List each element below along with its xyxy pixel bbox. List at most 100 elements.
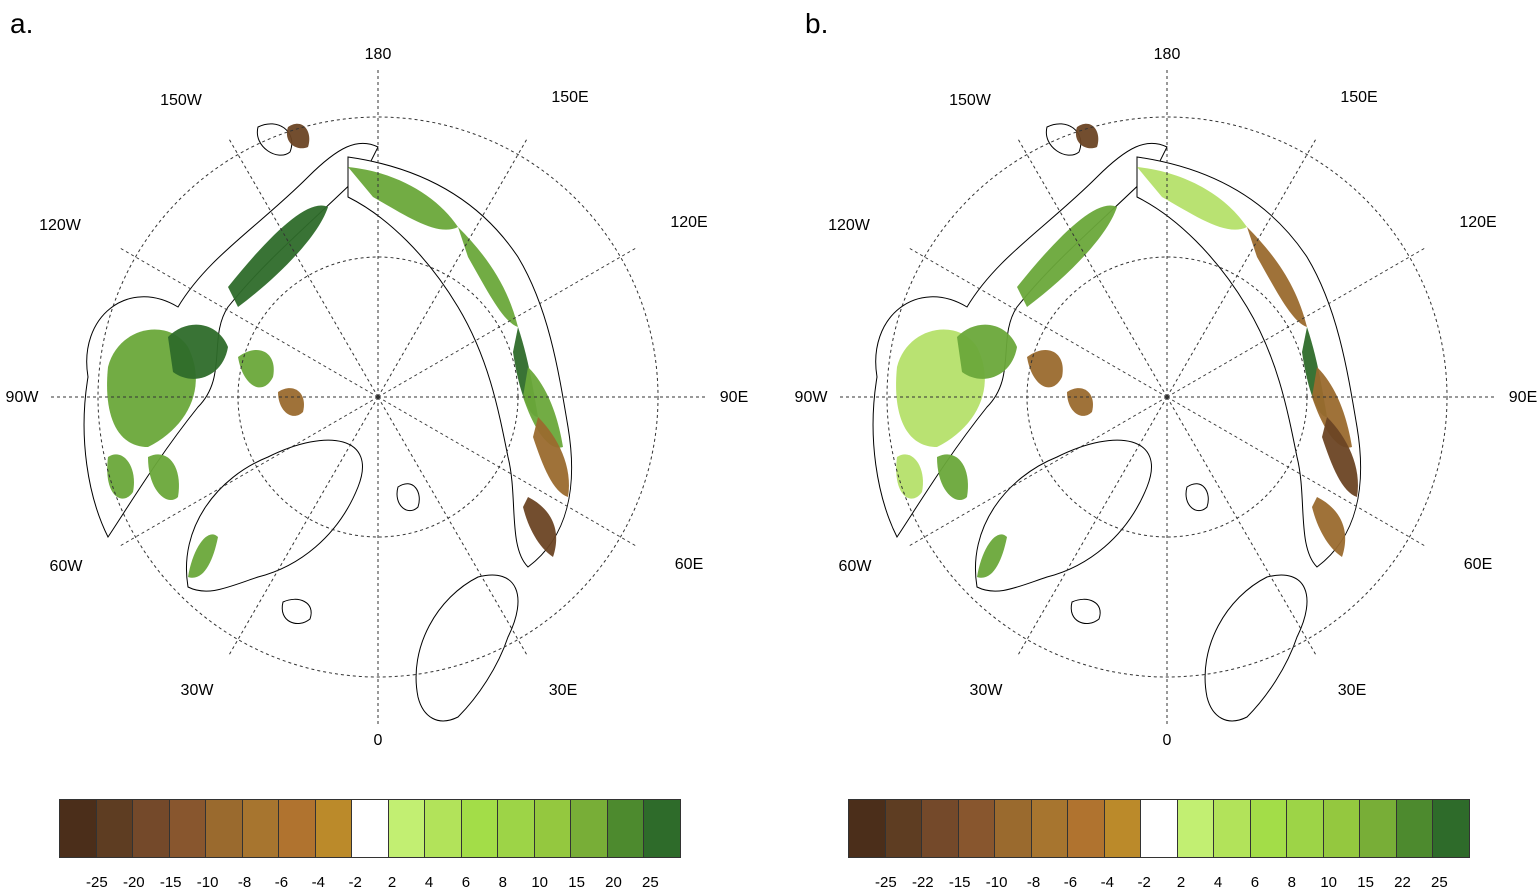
coastline xyxy=(415,574,519,722)
lon-label-60W: 60W xyxy=(50,558,84,575)
colorbar-tick-label: 20 xyxy=(605,874,622,891)
colorbar-cell xyxy=(606,799,644,858)
colorbar-tick-label: 4 xyxy=(424,874,434,891)
coastline xyxy=(281,598,312,624)
colorbar-tick-label: -8 xyxy=(237,874,252,891)
vegetation-change-region xyxy=(228,205,328,307)
colorbar-cell xyxy=(1322,799,1360,858)
colorbar-cell xyxy=(95,799,133,858)
coastline xyxy=(256,123,293,156)
colorbar-tick-label: 8 xyxy=(1287,874,1296,891)
meridian-line xyxy=(906,396,1168,548)
vegetation-change-region xyxy=(1322,417,1358,497)
meridian-line xyxy=(1166,136,1318,398)
vegetation-change-region xyxy=(977,534,1007,578)
colorbar-cell xyxy=(921,799,959,858)
meridian-line xyxy=(117,396,379,548)
lon-label-180: 180 xyxy=(365,46,392,63)
colorbar-tick-label: 15 xyxy=(1357,874,1374,891)
coastline xyxy=(1185,483,1209,512)
meridian-line xyxy=(227,396,379,658)
lon-label-60W: 60W xyxy=(839,558,873,575)
colorbar-tick-label: -10 xyxy=(985,874,1008,891)
colorbar-cell xyxy=(351,799,389,858)
vegetation-change-region xyxy=(188,534,218,578)
colorbar-cell xyxy=(533,799,571,858)
meridian-line xyxy=(377,396,529,658)
meridian-line xyxy=(377,396,639,548)
meridian-line xyxy=(227,136,379,398)
colorbar-tick-label: -10 xyxy=(196,874,219,891)
colorbar-tick-label: -25 xyxy=(875,874,897,891)
lon-label-150E: 150E xyxy=(551,89,588,106)
colorbar-cell xyxy=(884,799,922,858)
vegetation-change-region xyxy=(533,417,569,497)
lon-label-120E: 120E xyxy=(1459,214,1496,231)
colorbar-cell xyxy=(424,799,462,858)
colorbar-cell xyxy=(1103,799,1141,858)
colorbar-tick-label: 10 xyxy=(531,874,549,891)
colorbar-cell xyxy=(1359,799,1397,858)
colorbar-cell xyxy=(1030,799,1068,858)
vegetation-change-region xyxy=(1312,497,1346,557)
colorbar-tick-label: -15 xyxy=(159,874,182,891)
vegetation-change-region xyxy=(523,367,563,448)
colorbar-tick-label: 2 xyxy=(1176,874,1186,891)
meridian-line xyxy=(906,246,1168,398)
colorbar-b-labels: -25 -22 -15 -10 -8 -6 -4 -2 2 4 6 8 10 15 22 25 xyxy=(848,874,1488,891)
meridian-line xyxy=(1016,396,1168,658)
coastline xyxy=(186,439,363,592)
coastline xyxy=(1136,156,1362,568)
coastline xyxy=(1204,574,1308,722)
colorbar-cell xyxy=(848,799,886,858)
coastline xyxy=(396,483,420,512)
polar-maps: 180150E120E90E60E30E030W60W90W120W150W18… xyxy=(6,46,1538,749)
meridian-line xyxy=(1166,246,1428,398)
colorbar-tick-label: 25 xyxy=(1431,874,1448,891)
lon-label-150W: 150W xyxy=(160,92,203,109)
lon-label-120E: 120E xyxy=(670,214,707,231)
colorbar-cell xyxy=(132,799,170,858)
meridian-line xyxy=(377,246,639,398)
map-panel-a: 180 150E 120E 90E 60E 30E 0 30W 60W 90W 120W 150W xyxy=(6,46,749,749)
colorbar-tick-label: -2 xyxy=(1137,874,1151,891)
vegetation-change-region xyxy=(238,349,274,388)
colorbar-tick-label: 10 xyxy=(1320,874,1338,891)
colorbar-tick-label: -4 xyxy=(1100,874,1114,891)
meridian-line xyxy=(1166,396,1318,658)
vegetation-change-region xyxy=(148,454,179,501)
colorbar-tick-label: -2 xyxy=(348,874,362,891)
colorbar-cell xyxy=(994,799,1032,858)
latitude-circle-outer xyxy=(886,116,1448,678)
coastline xyxy=(975,439,1152,592)
vegetation-change-region xyxy=(1312,367,1352,448)
vegetation-change-region xyxy=(107,454,134,499)
colorbar-b xyxy=(848,799,1470,859)
colorbar-tick-label: -8 xyxy=(1026,874,1041,891)
colorbar-cell xyxy=(570,799,608,858)
lon-label-180: 180 xyxy=(1154,46,1181,63)
coastline xyxy=(347,156,573,568)
lon-label-90E: 90E xyxy=(720,389,748,406)
meridian-line xyxy=(1166,396,1428,548)
lon-label-30W: 30W xyxy=(970,682,1004,699)
colorbar-cell xyxy=(241,799,279,858)
vegetation-change-region xyxy=(1027,349,1063,388)
lon-label-90W: 90W xyxy=(795,389,829,406)
lon-label-120W: 120W xyxy=(828,217,871,234)
colorbar-tick-label: -25 xyxy=(86,874,108,891)
colorbar-tick-label: 8 xyxy=(498,874,507,891)
lon-label-30E: 30E xyxy=(549,682,577,699)
vegetation-change-region xyxy=(458,227,518,327)
colorbar-cell xyxy=(1213,799,1251,858)
lon-label-90E: 90E xyxy=(1509,389,1537,406)
colorbar-tick-label: -15 xyxy=(948,874,971,891)
vegetation-change-region xyxy=(348,167,458,230)
colorbar-cell xyxy=(278,799,316,858)
meridian-line xyxy=(1016,136,1168,398)
vegetation-change-region xyxy=(1247,227,1307,327)
lon-label-0: 0 xyxy=(374,732,383,749)
colorbar-tick-label: -4 xyxy=(311,874,325,891)
coastline xyxy=(1045,123,1082,156)
colorbar-tick-label: 25 xyxy=(642,874,659,891)
